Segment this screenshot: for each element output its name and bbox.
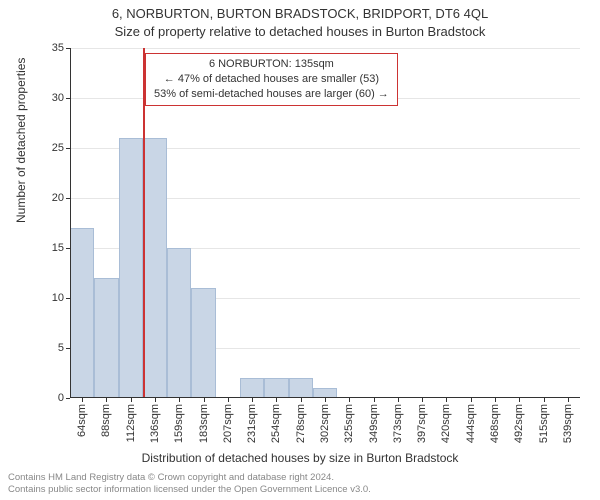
ytick-label: 5 [58,342,64,354]
xtick-label: 278sqm [295,404,307,443]
y-axis-line [70,48,71,398]
xtick-label: 112sqm [125,404,137,442]
xtick-label: 207sqm [222,404,234,443]
xtick-label: 420sqm [440,404,452,443]
xtick-label: 397sqm [416,404,428,443]
histogram-bar [191,288,215,398]
ytick-label: 35 [52,42,64,54]
x-axis-line [70,397,580,398]
grid-line [70,48,580,49]
xtick-label: 136sqm [149,404,161,443]
title-main: 6, NORBURTON, BURTON BRADSTOCK, BRIDPORT… [0,6,600,21]
xtick-mark [519,398,520,402]
xtick-mark [179,398,180,402]
xtick-mark [204,398,205,402]
ytick-label: 25 [52,142,64,154]
histogram-bar [289,378,313,398]
xtick-label: 325sqm [343,404,355,443]
ytick-label: 10 [52,292,64,304]
xtick-mark [301,398,302,402]
xtick-mark [228,398,229,402]
xtick-mark [446,398,447,402]
ytick-label: 30 [52,92,64,104]
annotation-line: 53% of semi-detached houses are larger (… [154,87,389,102]
x-axis-label: Distribution of detached houses by size … [0,451,600,465]
xtick-mark [471,398,472,402]
xtick-label: 349sqm [368,404,380,443]
xtick-label: 373sqm [392,404,404,443]
histogram-bar [240,378,264,398]
histogram-bar [94,278,118,398]
xtick-label: 254sqm [270,404,282,443]
xtick-label: 444sqm [465,404,477,443]
xtick-label: 88sqm [100,404,112,437]
xtick-mark [544,398,545,402]
chart-container: 6, NORBURTON, BURTON BRADSTOCK, BRIDPORT… [0,0,600,500]
xtick-mark [495,398,496,402]
footer-line-1: Contains HM Land Registry data © Crown c… [8,472,371,484]
y-axis-label: Number of detached properties [14,58,28,223]
xtick-label: 539sqm [562,404,574,443]
xtick-label: 159sqm [173,404,185,443]
xtick-label: 515sqm [538,404,550,443]
xtick-label: 492sqm [513,404,525,443]
ytick-label: 20 [52,192,64,204]
ytick-mark [66,398,70,399]
xtick-mark [349,398,350,402]
xtick-label: 183sqm [198,404,210,443]
xtick-mark [276,398,277,402]
annotation-line: 6 NORBURTON: 135sqm [154,57,389,72]
histogram-bar [143,138,167,398]
histogram-bar [70,228,94,398]
footer-line-2: Contains public sector information licen… [8,484,371,496]
ytick-label: 15 [52,242,64,254]
ytick-label: 0 [58,392,64,404]
xtick-label: 231sqm [246,404,258,443]
xtick-label: 64sqm [76,404,88,437]
plot-area: 0510152025303564sqm88sqm112sqm136sqm159s… [70,48,580,398]
xtick-mark [252,398,253,402]
xtick-label: 302sqm [319,404,331,443]
xtick-mark [568,398,569,402]
histogram-bar [264,378,288,398]
xtick-mark [82,398,83,402]
xtick-mark [155,398,156,402]
xtick-mark [398,398,399,402]
xtick-mark [422,398,423,402]
xtick-mark [131,398,132,402]
histogram-bar [119,138,143,398]
title-sub: Size of property relative to detached ho… [0,24,600,39]
annotation-line: ← 47% of detached houses are smaller (53… [154,72,389,87]
xtick-mark [325,398,326,402]
xtick-label: 468sqm [489,404,501,443]
xtick-mark [106,398,107,402]
annotation-box: 6 NORBURTON: 135sqm← 47% of detached hou… [145,53,398,106]
histogram-bar [167,248,191,398]
xtick-mark [374,398,375,402]
footer-attribution: Contains HM Land Registry data © Crown c… [8,472,371,496]
